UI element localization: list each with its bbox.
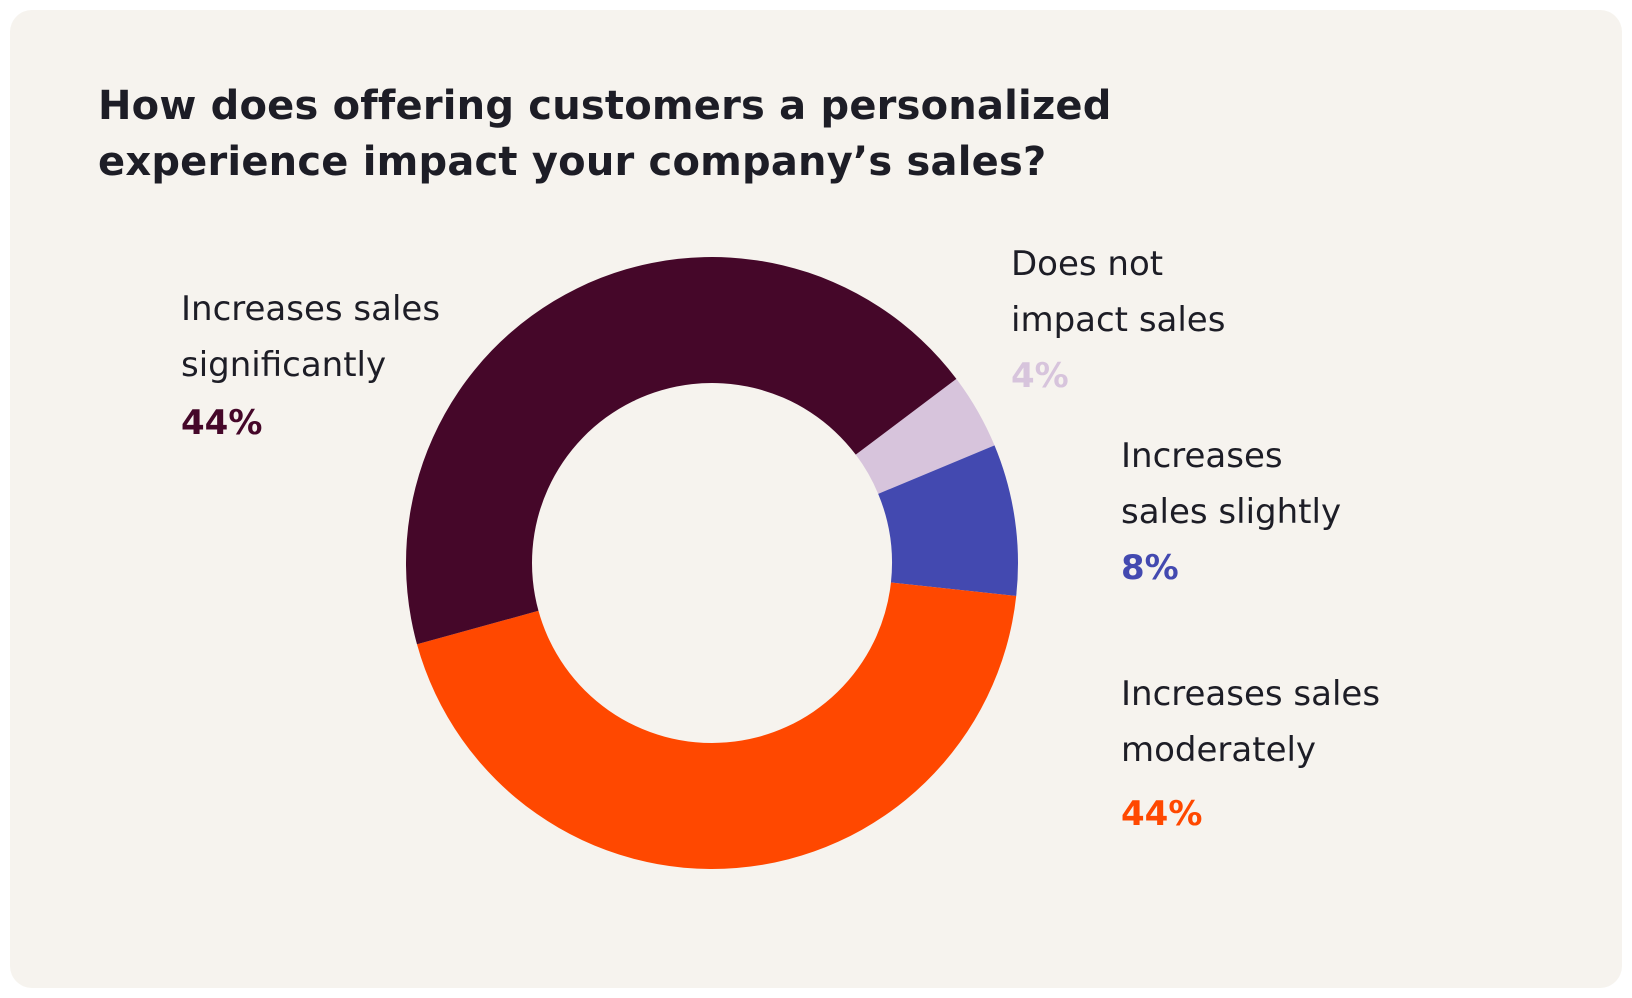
label-increases-moderately-line-2: moderately xyxy=(1121,730,1317,770)
label-increases-slightly-line-1: Increases xyxy=(1121,436,1283,476)
donut-slice-2 xyxy=(416,582,1017,869)
donut-slices xyxy=(406,257,1018,869)
label-does-not-impact-line-2: impact sales xyxy=(1011,300,1226,340)
label-does-not-impact: Does not impact sales 4% xyxy=(1011,236,1225,398)
chart-card: How does offering customers a personaliz… xyxy=(10,10,1622,988)
value-increases-moderately: 44% xyxy=(1121,794,1203,834)
label-increases-significantly: Increases sales significantly 44% xyxy=(181,281,440,445)
chart-title: How does offering customers a personaliz… xyxy=(98,83,1112,185)
donut-slice-1 xyxy=(878,445,1018,597)
donut-slice-3 xyxy=(406,257,957,645)
label-does-not-impact-line-1: Does not xyxy=(1011,244,1164,284)
value-increases-significantly: 44% xyxy=(181,403,263,443)
value-does-not-impact: 4% xyxy=(1011,356,1069,396)
donut-slice-0 xyxy=(855,378,995,494)
value-increases-slightly: 8% xyxy=(1121,548,1179,588)
label-increases-moderately: Increases sales moderately 44% xyxy=(1121,666,1380,836)
label-increases-significantly-line-1: Increases sales xyxy=(181,289,441,329)
label-increases-slightly-line-2: sales slightly xyxy=(1121,492,1342,532)
label-increases-significantly-line-2: significantly xyxy=(181,345,387,385)
donut-chart xyxy=(406,257,1018,869)
label-increases-slightly: Increases sales slightly 8% xyxy=(1121,428,1341,590)
label-increases-moderately-line-1: Increases sales xyxy=(1121,674,1381,714)
